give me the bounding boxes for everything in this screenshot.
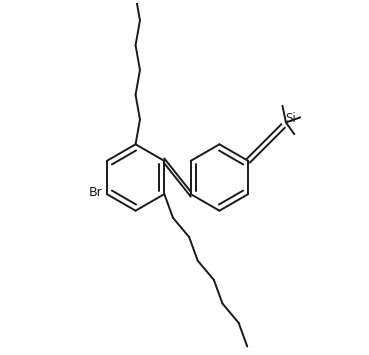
Text: Br: Br	[89, 186, 103, 199]
Text: Si: Si	[286, 112, 296, 125]
